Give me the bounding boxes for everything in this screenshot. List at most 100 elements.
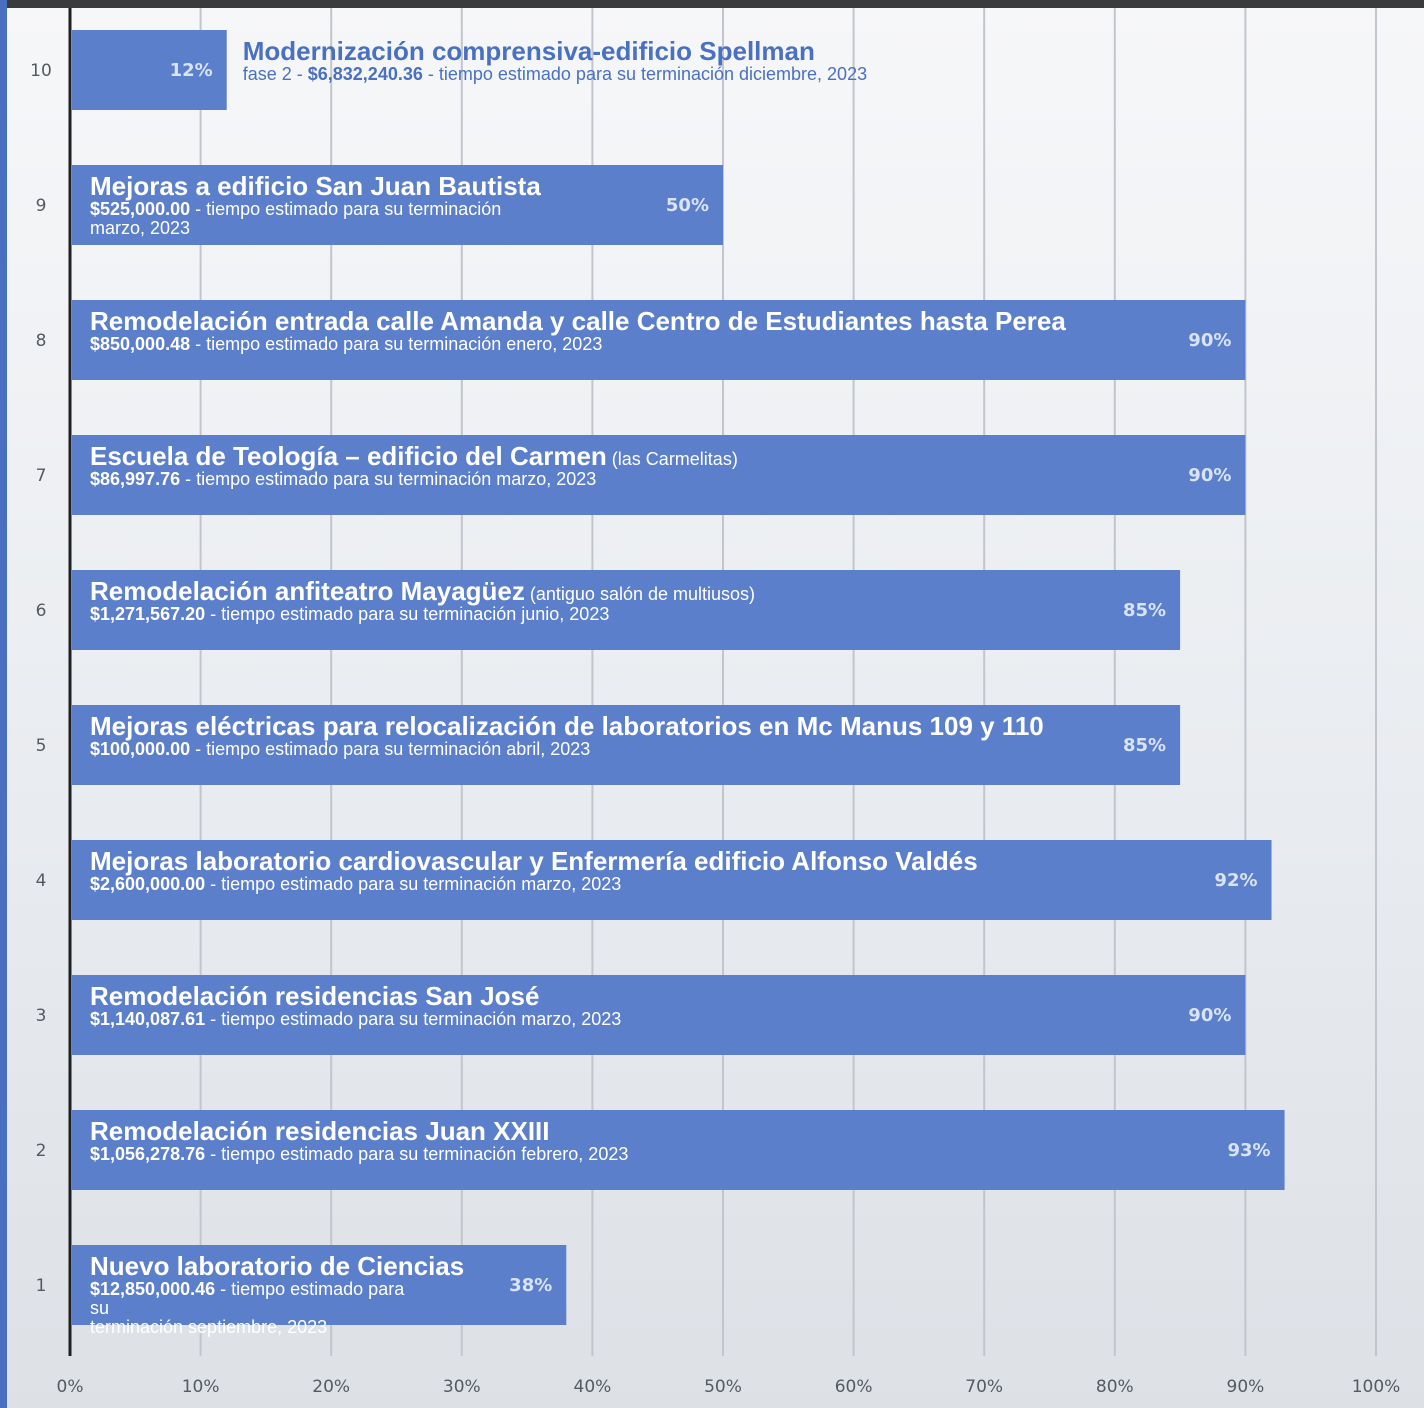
project-annotation: Remodelación residencias San José $1,140,…: [90, 983, 621, 1029]
x-tick-label: 90%: [1227, 1377, 1265, 1397]
project-details: $86,997.76 - tiempo estimado para su ter…: [90, 470, 738, 489]
x-tick-label: 50%: [704, 1377, 742, 1397]
x-tick-label: 70%: [965, 1377, 1003, 1397]
project-title-text: Remodelación entrada calle Amanda y call…: [90, 306, 1066, 336]
project-timeline-continued: terminación septiembre, 2023: [90, 1316, 328, 1337]
y-tick-label: 9: [36, 196, 47, 216]
project-details: $1,056,278.76 - tiempo estimado para su …: [90, 1145, 628, 1164]
project-details: $2,600,000.00 - tiempo estimado para su …: [90, 875, 978, 894]
y-tick-label: 7: [36, 466, 47, 486]
project-title: Escuela de Teología – edificio del Carme…: [90, 443, 738, 469]
project-title-text: Remodelación anfiteatro Mayagüez: [90, 576, 525, 606]
project-annotation: Mejoras eléctricas para relocalización d…: [90, 713, 1044, 759]
project-details: $525,000.00 - tiempo estimado para su te…: [90, 200, 541, 238]
project-details: $1,140,087.61 - tiempo estimado para su …: [90, 1010, 621, 1029]
project-annotation: Mejoras laboratorio cardiovascular y Enf…: [90, 848, 978, 894]
project-title: Remodelación residencias Juan XXIII: [90, 1118, 628, 1144]
project-title-text: Remodelación residencias San José: [90, 981, 540, 1011]
left-accent-stripe: [0, 0, 7, 1408]
project-timeline: - tiempo estimado para su: [90, 1279, 405, 1318]
y-tick-label: 3: [36, 1006, 47, 1026]
project-title-text: Nuevo laboratorio de Ciencias: [90, 1251, 465, 1281]
project-title-text: Mejoras laboratorio cardiovascular y Enf…: [90, 846, 978, 876]
x-tick-label: 80%: [1096, 1377, 1134, 1397]
project-annotation: Remodelación residencias Juan XXIII $1,05…: [90, 1118, 628, 1164]
project-annotation: Mejoras a edificio San Juan Bautista $525…: [90, 173, 541, 238]
x-tick-label: 20%: [312, 1377, 350, 1397]
project-annotation: Remodelación entrada calle Amanda y call…: [90, 308, 1066, 354]
project-details: $1,271,567.20 - tiempo estimado para su …: [90, 605, 755, 624]
x-tick-label: 40%: [574, 1377, 612, 1397]
project-amount: $2,600,000.00: [90, 874, 206, 894]
data-label: 12%: [170, 60, 213, 81]
y-tick-label: 1: [36, 1276, 47, 1296]
project-annotation: Modernización comprensiva-edificio Spell…: [243, 38, 867, 84]
project-timeline: - tiempo estimado para su terminación en…: [190, 334, 603, 354]
project-amount: $6,832,240.36: [307, 64, 423, 84]
y-tick-label: 4: [36, 871, 47, 891]
y-tick-label: 6: [36, 601, 47, 621]
project-title: Modernización comprensiva-edificio Spell…: [243, 38, 867, 64]
project-timeline: - tiempo estimado para su terminación ma…: [180, 469, 597, 489]
project-title: Mejoras eléctricas para relocalización d…: [90, 713, 1044, 739]
project-title: Remodelación entrada calle Amanda y call…: [90, 308, 1066, 334]
project-amount: $1,140,087.61: [90, 1009, 206, 1029]
x-tick-label: 0%: [57, 1377, 84, 1397]
project-details: $12,850,000.46 - tiempo estimado para su…: [90, 1280, 416, 1337]
project-phase: fase 2 -: [242, 64, 308, 84]
project-details: $850,000.48 - tiempo estimado para su te…: [90, 335, 1066, 354]
project-details: fase 2 - $6,832,240.36 - tiempo estimado…: [243, 65, 867, 84]
bar-layer: 12% 50% 90% 90% 85% 85% 92% 90% 93% 38%: [72, 30, 1285, 1325]
bar: [72, 570, 1181, 650]
project-amount: $1,056,278.76: [90, 1144, 206, 1164]
data-label: 50%: [666, 195, 709, 216]
project-timeline: - tiempo estimado para su terminación ma…: [205, 1009, 622, 1029]
project-timeline: - tiempo estimado para su terminación ab…: [190, 739, 591, 759]
project-amount: $1,271,567.20: [90, 604, 206, 624]
y-tick-label: 2: [36, 1141, 47, 1161]
project-amount: $100,000.00: [90, 739, 191, 759]
project-details: $100,000.00 - tiempo estimado para su te…: [90, 740, 1044, 759]
project-title-note: (las Carmelitas): [606, 449, 738, 469]
data-label: 85%: [1123, 735, 1166, 756]
bar: [72, 30, 227, 110]
project-title-text: Mejoras eléctricas para relocalización d…: [90, 711, 1044, 741]
project-amount: $850,000.48: [90, 334, 191, 354]
data-label: 38%: [509, 1275, 552, 1296]
project-title: Nuevo laboratorio de Ciencias: [90, 1253, 464, 1279]
project-title-text: Escuela de Teología – edificio del Carme…: [90, 441, 607, 471]
data-label: 90%: [1188, 1005, 1231, 1026]
bar: [72, 1110, 1285, 1190]
project-title-text: Mejoras a edificio San Juan Bautista: [90, 171, 541, 201]
project-title-text: Modernización comprensiva-edificio Spell…: [242, 36, 815, 66]
x-tick-label: 30%: [443, 1377, 481, 1397]
top-bar: [0, 0, 1424, 8]
axis-layer: 0% 10% 20% 30% 40% 50% 60% 70% 80% 90% 100% 10 9 8 7 6 5…: [30, 8, 1400, 1397]
bar: [72, 1245, 567, 1325]
project-title-note: (antiguo salón de multiusos): [524, 584, 756, 604]
project-timeline: - tiempo estimado para su terminación di…: [422, 64, 868, 84]
bar: [72, 705, 1181, 785]
project-amount: $86,997.76: [90, 469, 181, 489]
project-timeline: - tiempo estimado para su terminación: [190, 199, 502, 219]
x-tick-label: 10%: [182, 1377, 220, 1397]
project-title: Mejoras a edificio San Juan Bautista: [90, 173, 541, 199]
data-label: 85%: [1123, 600, 1166, 621]
bar: [72, 165, 723, 245]
y-tick-label: 10: [30, 61, 52, 81]
x-tick-label: 60%: [835, 1377, 873, 1397]
project-timeline: - tiempo estimado para su terminación ju…: [205, 604, 610, 624]
project-title-text: Remodelación residencias Juan XXIII: [90, 1116, 550, 1146]
data-label: 93%: [1227, 1140, 1270, 1161]
x-tick-label: 100%: [1352, 1377, 1401, 1397]
project-title: Remodelación residencias San José: [90, 983, 621, 1009]
data-label: 90%: [1188, 330, 1231, 351]
project-timeline: - tiempo estimado para su terminación fe…: [205, 1144, 629, 1164]
project-annotation: Nuevo laboratorio de Ciencias $12,850,000…: [90, 1253, 464, 1337]
project-annotation: Escuela de Teología – edificio del Carme…: [90, 443, 738, 489]
bar: [72, 435, 1246, 515]
project-amount: $12,850,000.46: [90, 1279, 216, 1299]
project-title: Mejoras laboratorio cardiovascular y Enf…: [90, 848, 978, 874]
y-tick-label: 8: [36, 331, 47, 351]
